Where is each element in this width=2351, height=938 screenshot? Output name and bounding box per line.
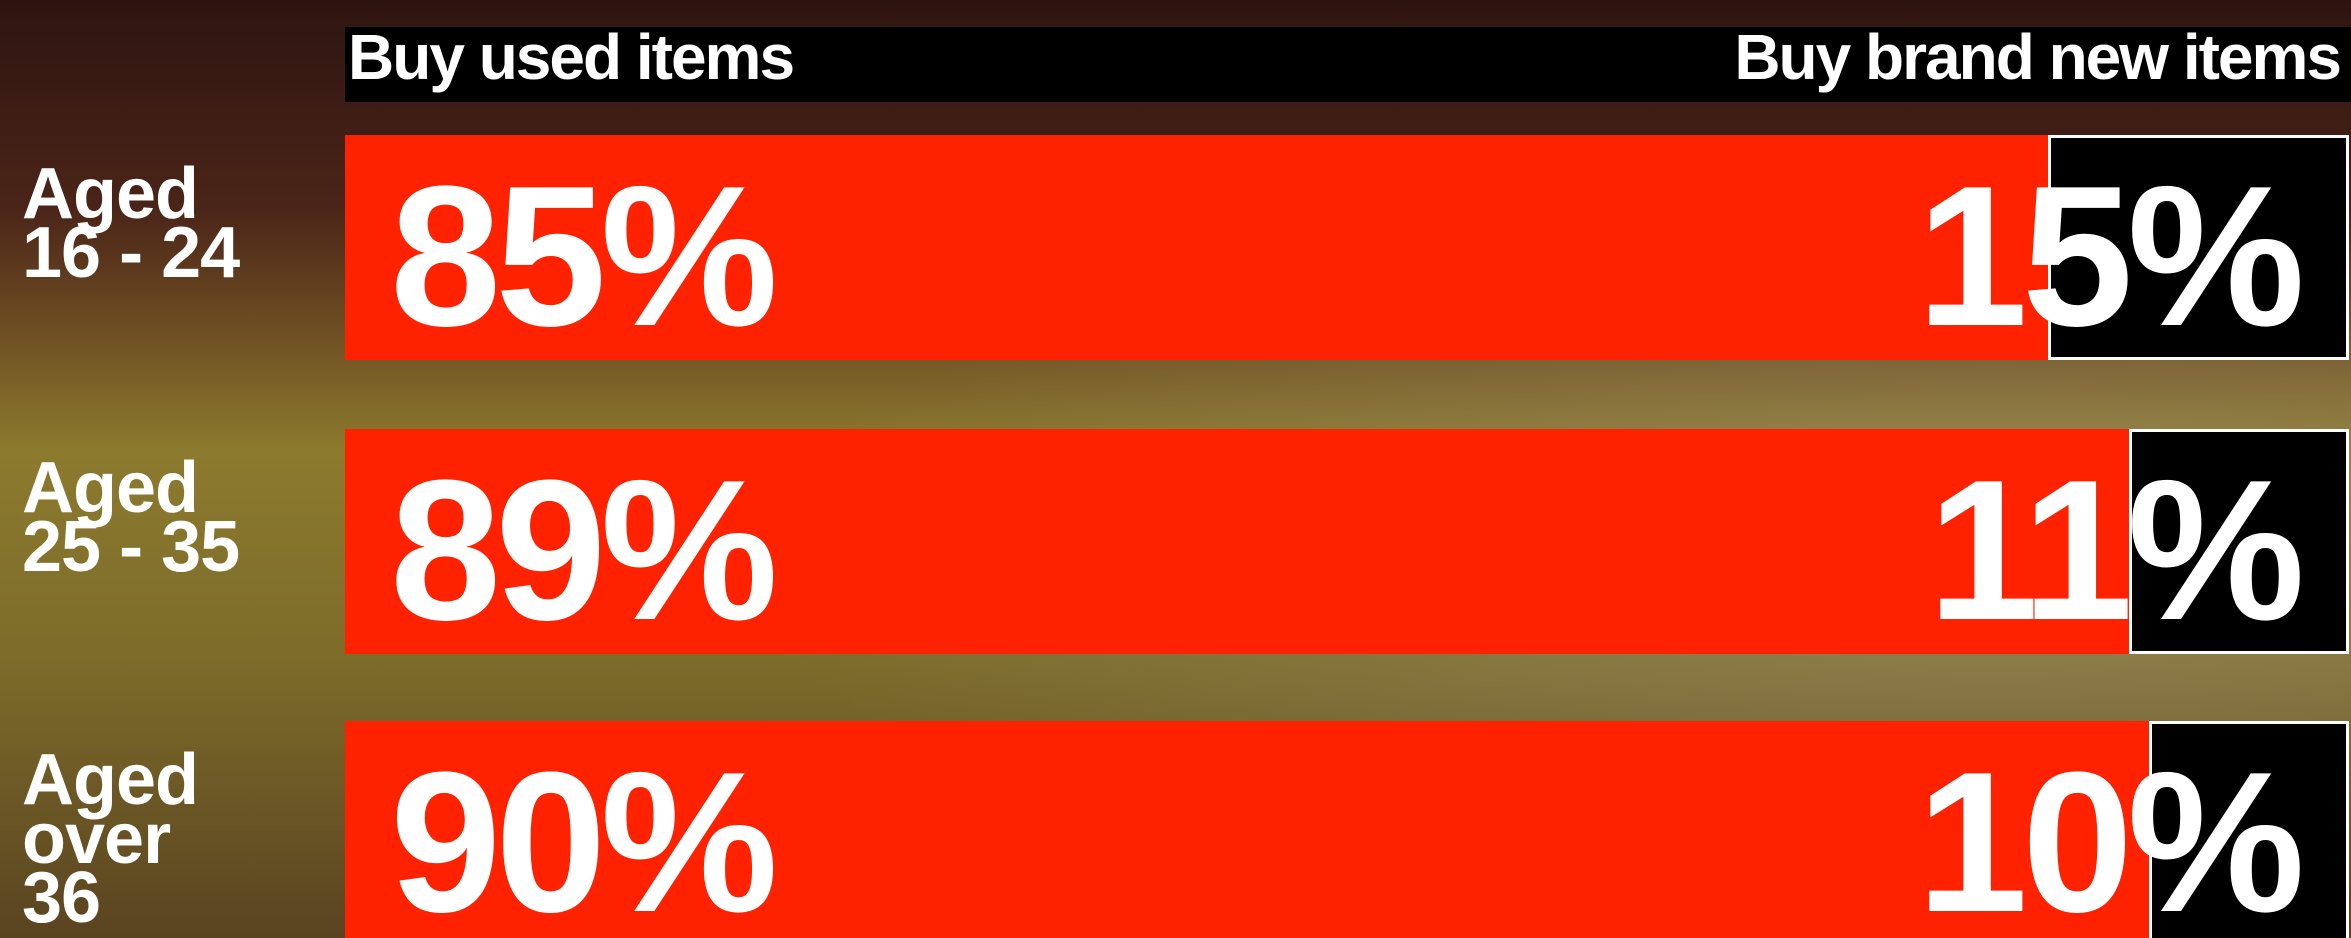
bar-segment	[2048, 135, 2349, 360]
category-label: Aged over 36	[22, 740, 199, 938]
bar-segment	[345, 721, 2149, 938]
value-label: 85%	[390, 145, 778, 368]
legend-label: Buy brand new items	[1734, 21, 2342, 93]
category-label: Aged 25 - 35	[22, 448, 240, 588]
bar-segment	[2128, 429, 2349, 654]
value-label: 11%	[1927, 439, 2305, 662]
bar-segment	[345, 135, 2049, 360]
value-label: 90%	[390, 731, 778, 938]
value-label: 10%	[1916, 731, 2305, 938]
legend-label: Buy used items	[348, 21, 795, 93]
value-label: 15%	[1916, 145, 2305, 368]
category-label: Aged 16 - 24	[22, 154, 240, 294]
value-label: 89%	[390, 439, 778, 662]
bar-segment	[2148, 721, 2349, 938]
bar-segment	[345, 429, 2129, 654]
legend-bar	[345, 27, 2351, 102]
